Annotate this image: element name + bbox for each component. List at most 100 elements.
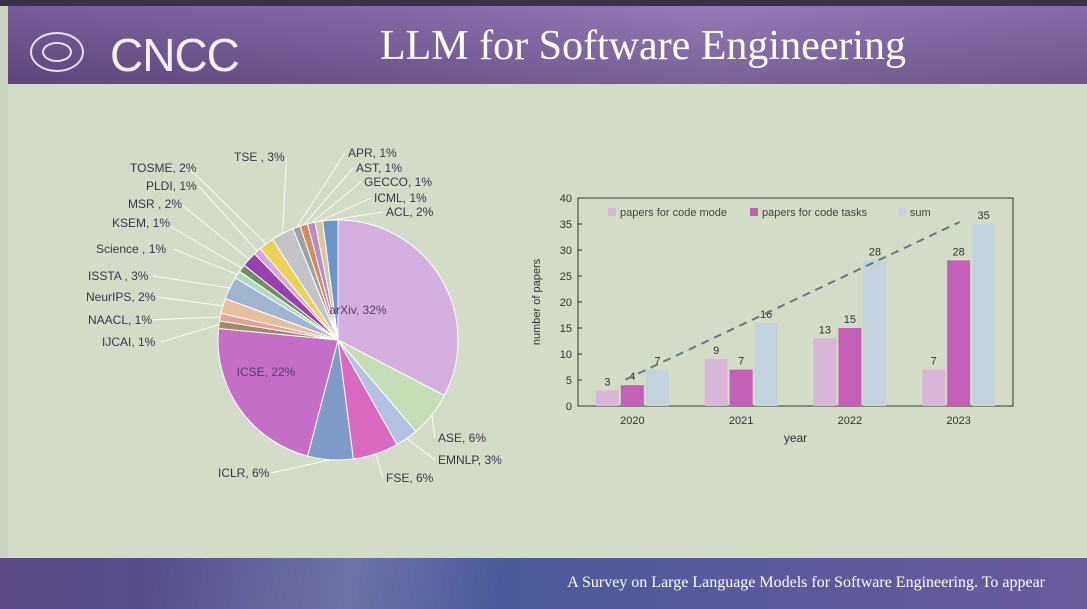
legend-swatch-papers-for-code-tasks xyxy=(750,208,758,216)
pie-label-icse-22: ICSE, 22% xyxy=(237,365,296,379)
y-tick-label-15: 15 xyxy=(560,323,572,335)
x-axis-label: year xyxy=(784,431,807,445)
footer-citation: A Survey on Large Language Models for So… xyxy=(567,574,1045,591)
pie-label-gecco-1: GECCO, 1% xyxy=(364,175,432,189)
bar-value-papers-for-code-mode-2022: 13 xyxy=(819,324,831,336)
slide-title: LLM for Software Engineering xyxy=(380,23,907,69)
y-tick-label-30: 30 xyxy=(560,245,572,257)
pie-slice-arxiv-32 xyxy=(337,219,459,397)
bar-value-papers-for-code-tasks-2022: 15 xyxy=(844,314,856,326)
bar-papers-for-code-mode-2023 xyxy=(922,369,946,406)
pie-label-acl-2: ACL, 2% xyxy=(386,205,434,219)
pie-slice-icse-22 xyxy=(217,327,339,457)
pie-leader-fse-6 xyxy=(375,453,384,479)
bar-value-sum-2022: 28 xyxy=(869,246,881,258)
pie-leader-science-1 xyxy=(173,248,238,276)
x-tick-label-2023: 2023 xyxy=(946,415,970,427)
bar-sum-2021 xyxy=(754,322,778,406)
pie-leader-emnlp-3 xyxy=(406,438,436,461)
legend-label-papers-for-code-tasks: papers for code tasks xyxy=(762,207,868,219)
y-tick-label-20: 20 xyxy=(560,297,572,309)
pie-leader-neurips-2 xyxy=(157,296,224,307)
pie-label-ase-6: ASE, 6% xyxy=(438,431,486,445)
y-tick-label-40: 40 xyxy=(560,193,572,205)
pie-leader-ksem-1 xyxy=(164,222,243,269)
pie-leader-issta-3 xyxy=(152,275,230,289)
cncc-seal-logo-icon xyxy=(30,32,84,72)
legend-swatch-sum xyxy=(897,208,906,216)
pie-leader-iclr-6 xyxy=(270,459,331,474)
pie-label-ast-1: AST, 1% xyxy=(356,161,402,175)
pie-leader-ijcai-1 xyxy=(160,324,220,343)
pie-label-naacl-1: NAACL, 1% xyxy=(88,313,152,327)
trend-line-sum xyxy=(624,221,961,381)
bar-sum-2023 xyxy=(972,224,996,406)
pie-label-issta-3: ISSTA , 3% xyxy=(88,269,149,283)
bar-papers-for-code-mode-2022 xyxy=(813,338,837,406)
pie-label-pldi-1: PLDI, 1% xyxy=(146,179,197,193)
slide-footer: A Survey on Large Language Models for So… xyxy=(0,558,1087,609)
bar-value-papers-for-code-tasks-2021: 7 xyxy=(738,356,744,368)
pie-leader-pldi-1 xyxy=(198,185,258,252)
y-axis-label: number of papers xyxy=(531,258,543,345)
bar-papers-for-code-tasks-2020 xyxy=(620,385,644,406)
pie-label-tse-3: TSE , 3% xyxy=(234,150,285,164)
bar-sum-2022 xyxy=(863,260,887,406)
y-tick-label-25: 25 xyxy=(560,271,572,283)
pie-leader-apr-1 xyxy=(296,152,346,228)
x-tick-label-2022: 2022 xyxy=(838,415,862,427)
bar-value-papers-for-code-mode-2020: 3 xyxy=(604,376,610,388)
cncc-logo: CNCC xyxy=(110,29,240,81)
bar-papers-for-code-tasks-2021 xyxy=(729,369,753,406)
bar-value-sum-2023: 35 xyxy=(978,210,990,222)
pie-label-ksem-1: KSEM, 1% xyxy=(112,216,170,230)
y-tick-label-35: 35 xyxy=(560,219,572,231)
y-tick-label-5: 5 xyxy=(566,375,572,387)
bar-papers-for-code-mode-2020 xyxy=(595,390,619,406)
pie-labels: arXiv, 32% ASE, 6% EMNLP, 3% FSE, 6% ICLR, 6… xyxy=(86,146,502,485)
pie-label-neurips-2: NeurIPS, 2% xyxy=(86,290,156,304)
pie-label-icml-1: ICML, 1% xyxy=(374,191,427,205)
bar-value-sum-2020: 7 xyxy=(654,356,660,368)
legend-label-sum: sum xyxy=(910,207,931,219)
bar-value-papers-for-code-tasks-2023: 28 xyxy=(953,246,965,258)
header-shade xyxy=(8,6,1087,84)
slide-header xyxy=(8,6,1087,84)
pie-label-ijcai-1: IJCAI, 1% xyxy=(102,335,156,349)
pie-leader-gecco-1 xyxy=(310,181,362,224)
pie-label-iclr-6: ICLR, 6% xyxy=(218,466,270,480)
pie-leader-ast-1 xyxy=(303,167,354,226)
pie-leader-msr-2 xyxy=(180,203,250,260)
pie-label-arxiv-32: arXiv, 32% xyxy=(329,303,386,317)
pie-label-apr-1: APR, 1% xyxy=(348,146,397,160)
pie-leader-acl-2 xyxy=(330,211,384,221)
pie-label-tosme-2: TOSME, 2% xyxy=(130,161,197,175)
footer-wave xyxy=(150,558,650,609)
bar-papers-for-code-mode-2021 xyxy=(704,359,728,406)
y-tick-label-10: 10 xyxy=(560,349,572,361)
pie-leader-tosme-2 xyxy=(188,167,267,245)
slide-content: arXiv, 32% ASE, 6% EMNLP, 3% FSE, 6% ICLR, 6… xyxy=(8,84,1087,558)
pie-label-science-1: Science , 1% xyxy=(96,242,166,256)
y-tick-label-0: 0 xyxy=(566,401,572,413)
pie-leader-ase-6 xyxy=(431,414,436,439)
x-tick-label-2021: 2021 xyxy=(729,415,753,427)
pie-leader-icml-1 xyxy=(318,197,372,222)
pie-label-msr-2: MSR , 2% xyxy=(128,197,182,211)
bar-papers-for-code-tasks-2023 xyxy=(947,260,971,406)
bar-papers-for-code-tasks-2022 xyxy=(838,328,862,406)
legend-swatch-papers-for-code-mode xyxy=(608,208,616,216)
bar-sum-2020 xyxy=(645,369,669,406)
x-tick-label-2020: 2020 xyxy=(620,415,644,427)
pie-leader-naacl-1 xyxy=(146,316,221,321)
bar-value-papers-for-code-mode-2021: 9 xyxy=(713,345,719,357)
pie-label-emnlp-3: EMNLP, 3% xyxy=(438,453,502,467)
pie-label-fse-6: FSE, 6% xyxy=(386,471,434,485)
bar-value-papers-for-code-mode-2023: 7 xyxy=(931,356,937,368)
venue-pie-chart: arXiv, 32% ASE, 6% EMNLP, 3% FSE, 6% ICLR, 6… xyxy=(86,146,502,485)
legend-label-papers-for-code-mode: papers for code mode xyxy=(620,207,727,219)
pie-slices xyxy=(217,219,459,461)
pie-leader-tse-3 xyxy=(281,156,288,234)
